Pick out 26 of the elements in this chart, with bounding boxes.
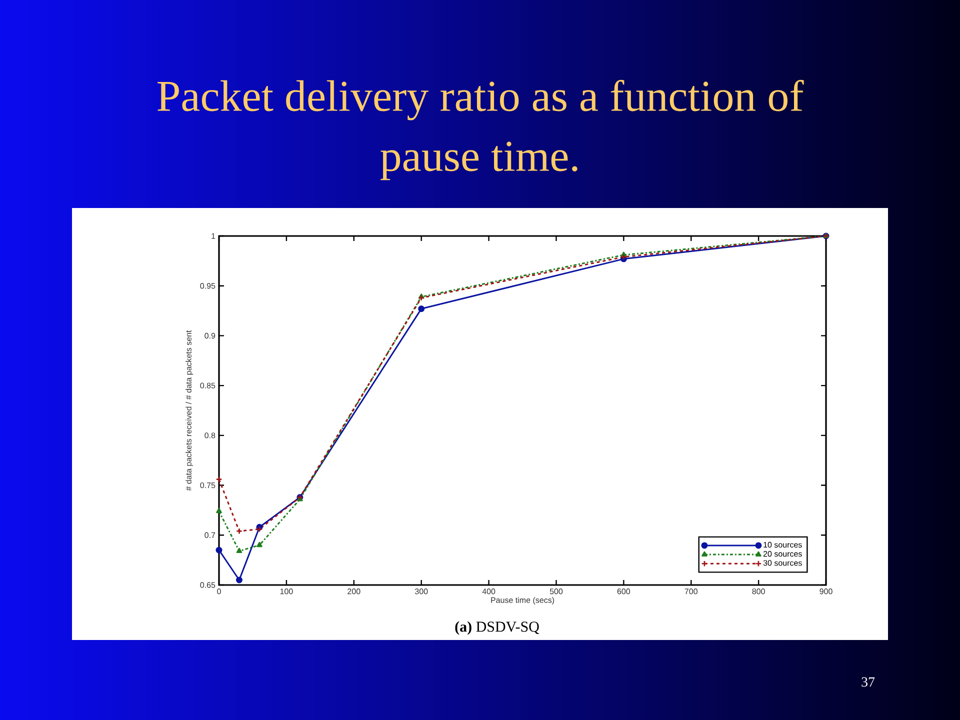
y-tick-label: 0.9 xyxy=(204,332,216,339)
text: 37 xyxy=(862,677,875,687)
y-tick-label: 0.8 xyxy=(204,432,216,438)
x-tick-label: 0 xyxy=(217,588,221,594)
y-axis-title: # data packets received / # data packets sent xyxy=(186,330,194,491)
legend-label: 30 sources xyxy=(763,560,802,566)
x-tick-label: 100 xyxy=(280,588,293,594)
y-tick-label: 1 xyxy=(212,233,216,239)
y-tick-label: 0.7 xyxy=(204,532,216,538)
y-tick-label: 0.75 xyxy=(200,482,216,488)
chart-title: Packet delivery ratio as a function of pause time. xyxy=(158,80,804,180)
x-tick-label: 900 xyxy=(820,588,832,594)
y-tick-label: 0.85 xyxy=(200,382,216,388)
x-tick-label: 500 xyxy=(550,588,563,594)
x-tick-label: 800 xyxy=(752,588,765,594)
x-tick-label: 200 xyxy=(348,588,360,594)
x-tick-label: 400 xyxy=(482,588,496,594)
text: (a) DSDV-SQ xyxy=(455,621,540,635)
x-tick-label: 300 xyxy=(414,588,428,594)
y-tick-label: 0.65 xyxy=(200,582,216,588)
legend-label: 20 sources xyxy=(763,551,802,557)
legend-label: 10 sources xyxy=(764,542,802,548)
y-tick-label: 0.95 xyxy=(200,283,216,289)
x-tick-label: 600 xyxy=(617,588,630,594)
x-axis-title: Pause time (secs) xyxy=(491,597,554,605)
x-tick-label: 700 xyxy=(684,588,698,594)
